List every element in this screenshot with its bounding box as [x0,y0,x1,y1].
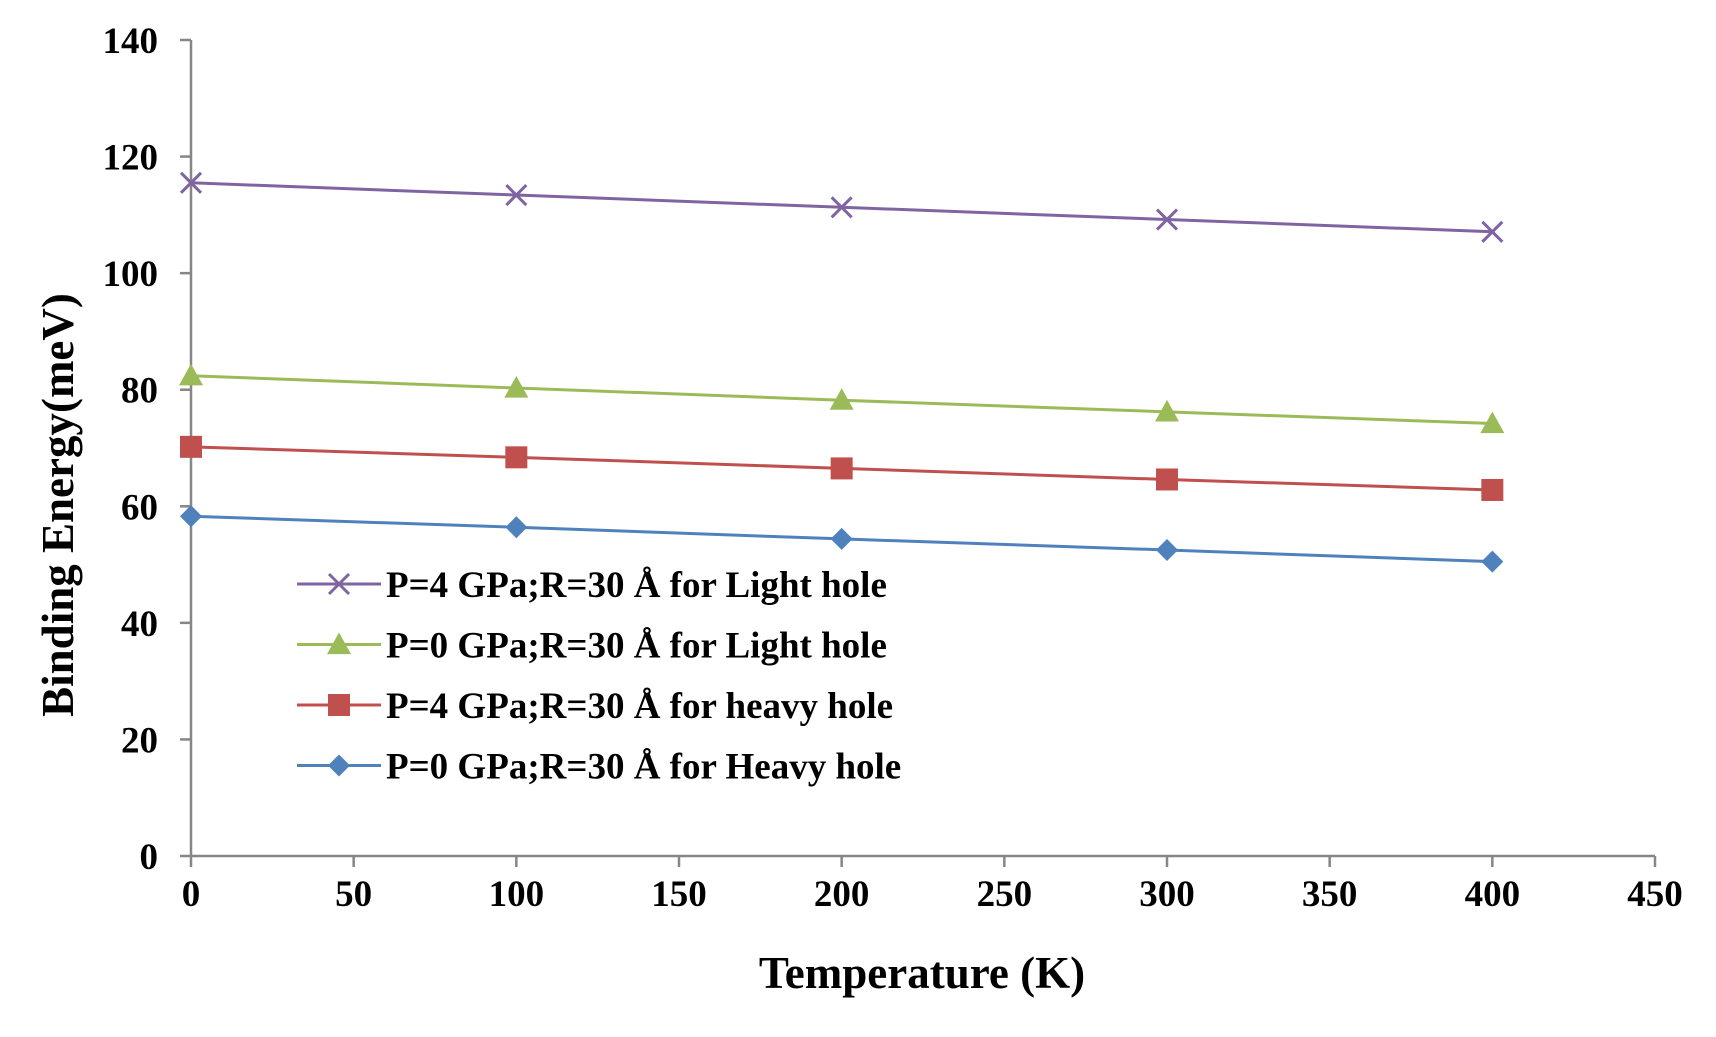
data-point [180,505,202,528]
x-tick-label: 0 [182,874,201,915]
legend-item: P=0 GPa;R=30 Å for Light hole [297,626,887,667]
legend-marker [327,632,351,655]
x-axis-title: Temperature (K) [759,948,1085,998]
legend-marker [328,754,350,777]
data-point [1156,539,1178,561]
data-point [1155,399,1179,422]
data-point [830,527,853,550]
legend-marker [328,694,350,716]
series-2 [179,363,1505,434]
y-tick-label: 20 [121,720,158,761]
legend-item: P=4 GPa;R=30 Å for heavy hole [297,686,893,727]
data-point [830,457,853,480]
y-tick-label: 120 [103,138,159,179]
data-point [504,375,529,398]
y-tick-label: 100 [103,254,159,295]
data-point [505,446,528,469]
y-tick-label: 40 [121,604,158,645]
marker-stroke [505,183,528,207]
y-tick-label: 60 [121,487,158,528]
x-tick-label: 200 [814,874,870,915]
data-point [830,196,853,219]
data-point [1155,208,1179,231]
x-tick-label: 100 [489,874,545,915]
x-tick-label: 150 [651,874,707,915]
y-tick-label: 80 [121,371,158,412]
data-point [179,363,203,386]
marker-stroke [830,196,853,219]
series-1 [179,171,1504,243]
data-point [829,388,854,410]
series-layer [179,171,1505,573]
legend-label: P=4 GPa;R=30 Å for heavy hole [386,686,893,727]
axes: 0 20 40 60 80 100 120 140 0 50 100 150 200 250 300 350 4… [103,21,1683,915]
legend-label: P=0 GPa;R=30 Å for Light hole [386,626,887,667]
x-tick-label: 250 [977,874,1033,915]
data-point [1156,468,1178,491]
legend-label: P=4 GPa;R=30 Å for Light hole [386,565,887,606]
legend-marker [327,572,351,596]
series-3 [180,435,1504,501]
series-4 [180,505,1504,573]
legend-item: P=0 GPa;R=30 Å for Heavy hole [297,747,901,788]
data-point [1481,220,1504,243]
x-tick-label: 50 [335,874,372,915]
x-tick-label: 350 [1302,874,1358,915]
marker-stroke [179,171,203,194]
y-tick-label: 140 [103,21,159,62]
data-point [505,183,528,207]
legend-label: P=0 GPa;R=30 Å for Heavy hole [386,747,901,788]
marker-stroke [1481,220,1504,243]
data-point [1481,478,1504,501]
data-point [1481,550,1504,573]
y-axis-title: Binding Energy(meV) [33,293,83,717]
x-tick-label: 300 [1139,874,1195,915]
data-point [180,435,202,458]
data-point [1480,411,1505,434]
data-point [179,171,203,194]
legend: P=4 GPa;R=30 Å for Light hole P=0 GPa;R=3… [297,565,901,788]
y-tick-label: 0 [140,837,159,878]
legend-item: P=4 GPa;R=30 Å for Light hole [297,565,887,606]
marker-stroke [1155,208,1179,231]
x-tick-label: 450 [1627,874,1683,915]
x-tick-label: 400 [1465,874,1521,915]
marker-stroke [327,572,351,596]
data-point [505,516,528,539]
